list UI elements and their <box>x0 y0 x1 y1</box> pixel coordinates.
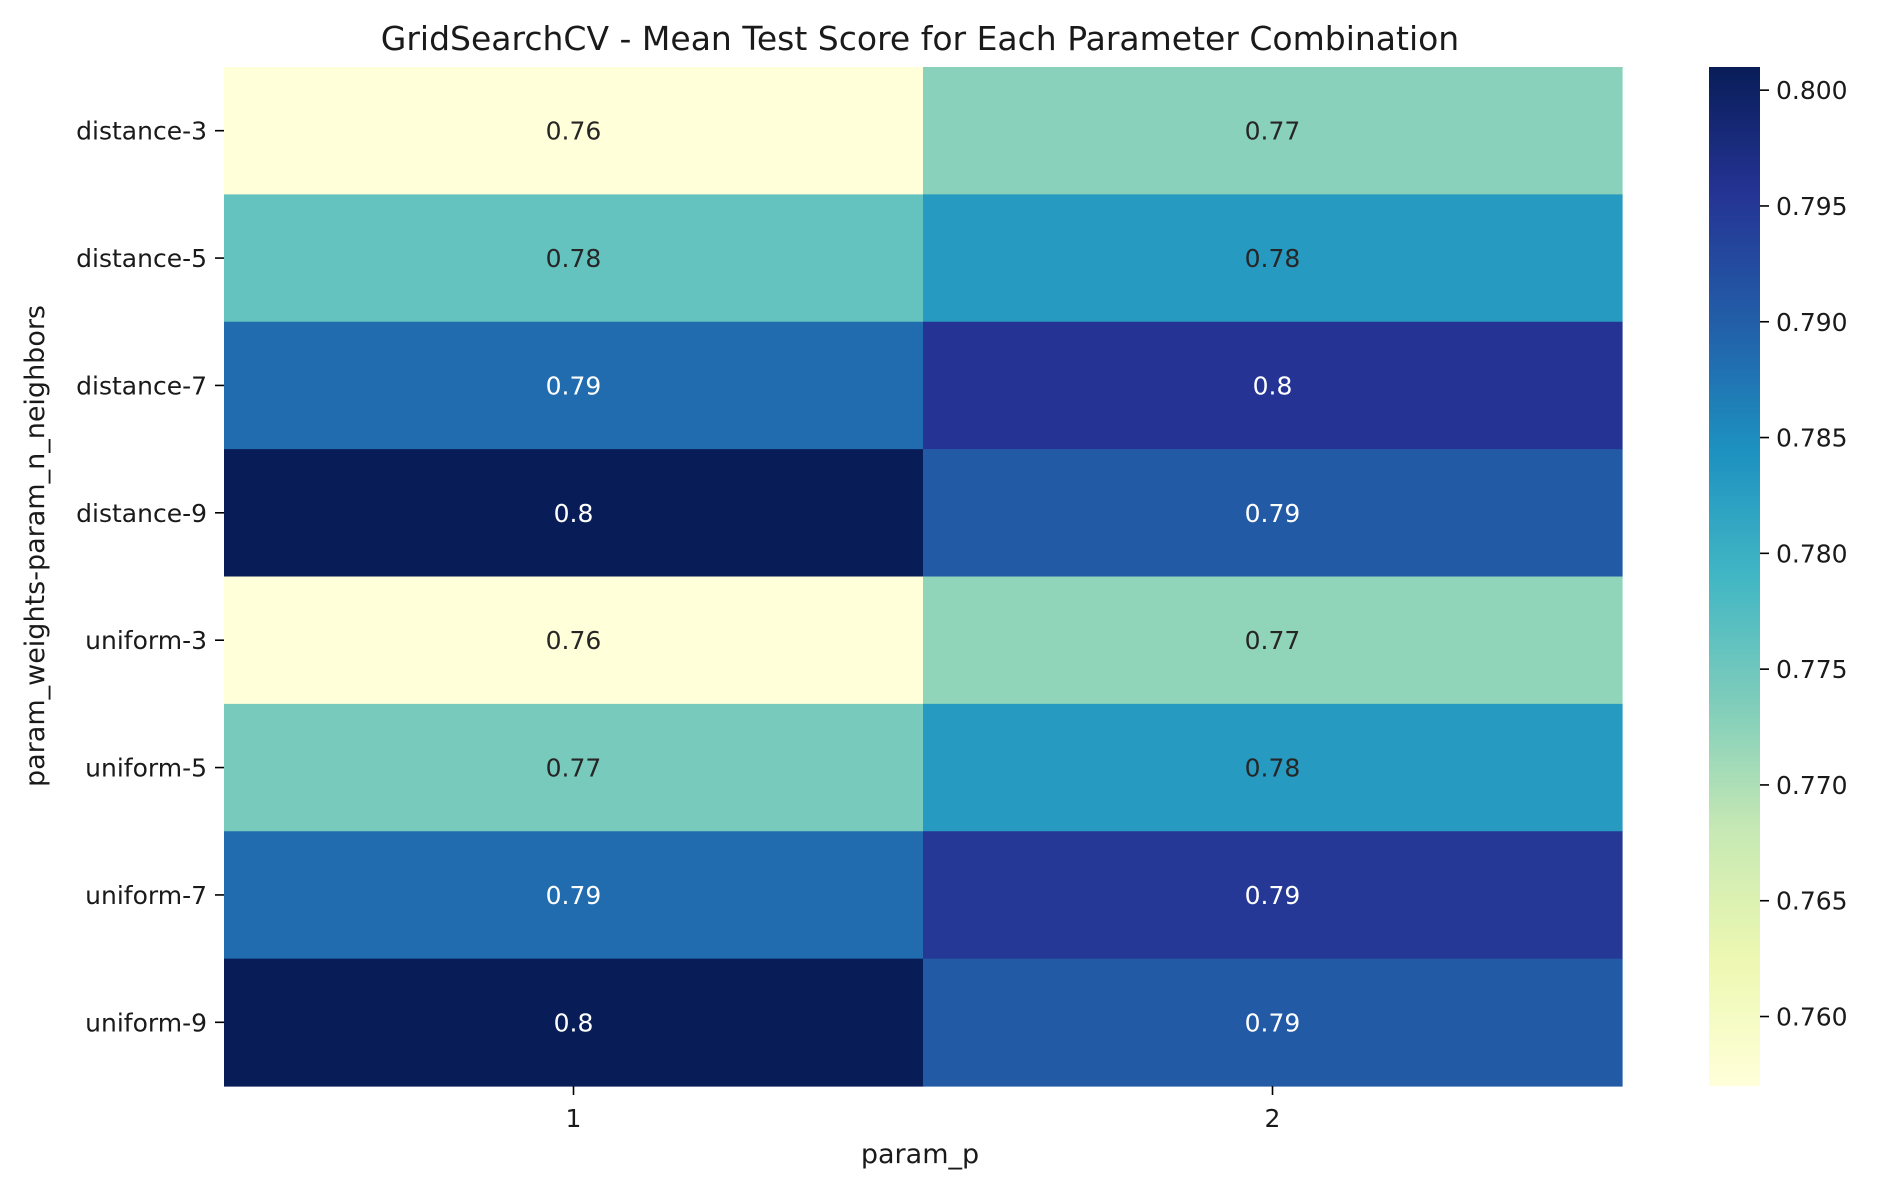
colorbar-tick-label: 0.780 <box>1776 539 1848 568</box>
heatmap-cell <box>224 958 924 1087</box>
cell-annotation: 0.79 <box>1245 499 1301 528</box>
cell-annotation: 0.8 <box>554 499 594 528</box>
colorbar-gradient <box>1709 67 1760 1086</box>
heatmap-cell <box>224 831 924 960</box>
heatmap-cell <box>923 194 1623 323</box>
heatmap-cells: 0.76 0.77 0.78 0.78 0.79 0.8 0.8 0.79 0.76 0.77 0.… <box>224 67 1623 1087</box>
heatmap-cell <box>224 194 924 323</box>
heatmap-cell <box>224 67 924 195</box>
chart-title: GridSearchCV - Mean Test Score for Each … <box>381 19 1459 58</box>
cell-annotation: 0.76 <box>546 626 602 655</box>
heatmap-cell <box>923 831 1623 960</box>
colorbar-tick-label: 0.760 <box>1776 1003 1848 1032</box>
y-tick-label: uniform-9 <box>85 1008 207 1037</box>
y-tick-label: uniform-5 <box>85 754 207 783</box>
colorbar: 0.760 0.765 0.770 0.775 0.780 0.785 0.790 0.795… <box>1709 67 1848 1086</box>
cell-annotation: 0.8 <box>554 1008 594 1037</box>
cell-annotation: 0.78 <box>1245 754 1301 783</box>
heatmap-cell <box>224 703 924 832</box>
x-axis-label: param_p <box>861 1139 979 1170</box>
cell-annotation: 0.79 <box>546 371 602 400</box>
colorbar-tick-label: 0.765 <box>1776 887 1848 916</box>
cell-annotation: 0.79 <box>546 881 602 910</box>
cell-annotation: 0.77 <box>1245 626 1301 655</box>
y-tick-label: distance-5 <box>76 244 207 273</box>
heatmap-cell <box>923 958 1623 1087</box>
cell-annotation: 0.77 <box>546 754 602 783</box>
colorbar-tick-label: 0.790 <box>1776 308 1848 337</box>
cell-annotation: 0.77 <box>1245 117 1301 146</box>
heatmap-cell <box>224 449 924 578</box>
heatmap-cell <box>923 67 1623 195</box>
heatmap-cell <box>923 321 1623 450</box>
y-tick-label: uniform-3 <box>85 626 207 655</box>
colorbar-tick-label: 0.800 <box>1776 76 1848 105</box>
y-tick-label: uniform-7 <box>85 881 207 910</box>
colorbar-tick-label: 0.770 <box>1776 771 1848 800</box>
heatmap-cell <box>224 576 924 705</box>
cell-annotation: 0.8 <box>1253 371 1293 400</box>
heatmap-cell <box>923 576 1623 705</box>
y-axis-label: param_weights-param_n_neighbors <box>20 305 51 787</box>
heatmap-cell <box>923 449 1623 578</box>
cell-annotation: 0.79 <box>1245 881 1301 910</box>
cell-annotation: 0.79 <box>1245 1008 1301 1037</box>
y-tick-label: distance-9 <box>76 499 207 528</box>
y-axis-ticks: distance-3 distance-5 distance-7 distance-9… <box>76 117 224 1037</box>
x-tick-label: 1 <box>566 1104 582 1133</box>
y-tick-label: distance-7 <box>76 371 207 400</box>
colorbar-tick-label: 0.775 <box>1776 655 1848 684</box>
cell-annotation: 0.76 <box>546 117 602 146</box>
cell-annotation: 0.78 <box>1245 244 1301 273</box>
cell-annotation: 0.78 <box>546 244 602 273</box>
heatmap-cell <box>224 321 924 450</box>
colorbar-tick-label: 0.795 <box>1776 192 1848 221</box>
heatmap-cell <box>923 703 1623 832</box>
x-tick-label: 2 <box>1265 1104 1281 1133</box>
y-tick-label: distance-3 <box>76 117 207 146</box>
colorbar-tick-label: 0.785 <box>1776 424 1848 453</box>
